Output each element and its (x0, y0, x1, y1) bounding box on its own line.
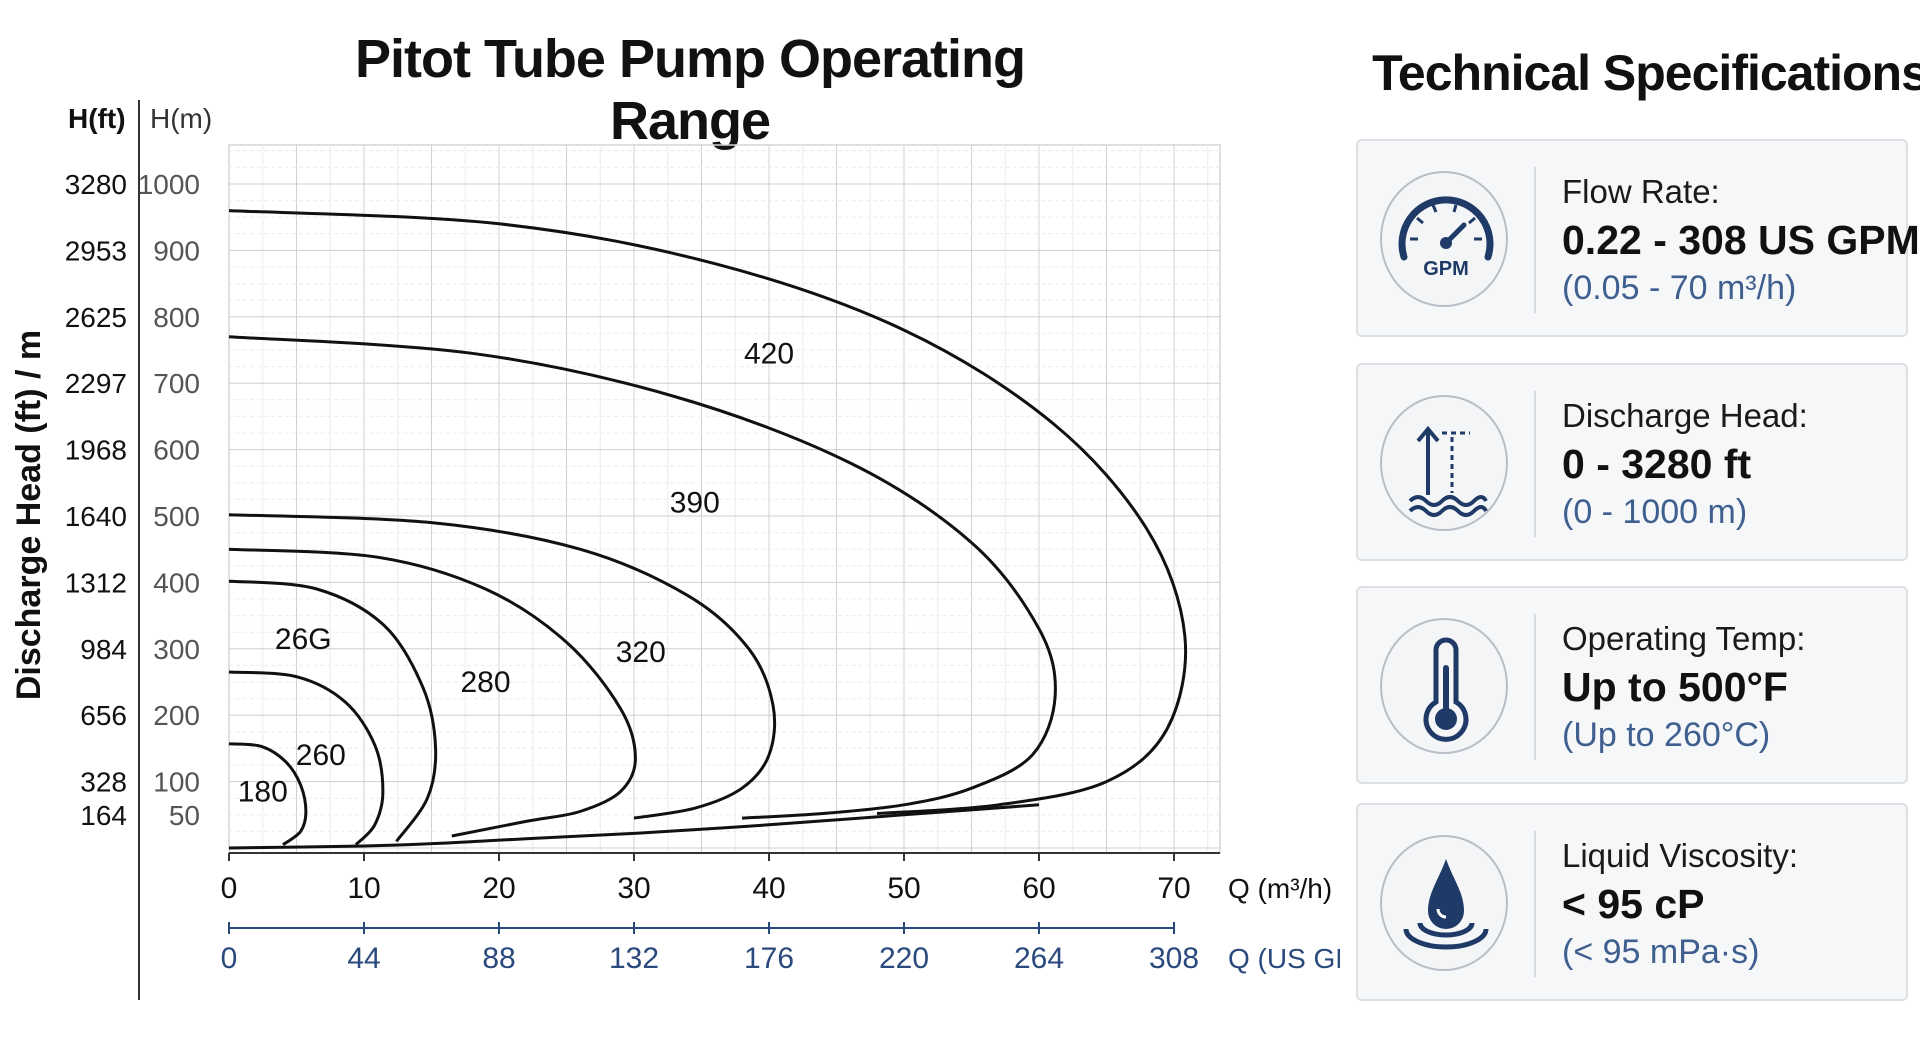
x-tick-label-gpm: 308 (1149, 942, 1199, 975)
chart-curves (228, 209, 1188, 850)
baseline-curve (228, 803, 1040, 850)
y-tick-label-m: 500 (153, 501, 200, 532)
x-tick-label-m3h: 20 (482, 872, 515, 905)
x-tick-label-m3h: 40 (752, 872, 785, 905)
x-tick-label-gpm: 88 (482, 942, 515, 975)
specs-title: Technical Specifications (1372, 45, 1920, 101)
spec-metric: (0.05 - 70 m³/h) (1562, 269, 1797, 307)
x-tick-label-gpm: 0 (221, 942, 238, 975)
curve-label-420: 420 (744, 337, 794, 370)
curve-180 (228, 742, 308, 846)
curve-label-280: 280 (460, 666, 510, 699)
spec-value: 0.22 - 308 US GPM (1562, 217, 1920, 263)
y-tick-label-m: 800 (153, 302, 200, 333)
spec-card-liquid-viscosity: Liquid Viscosity: < 95 cP (< 95 mPa·s) (1356, 803, 1908, 1001)
curve-26G (228, 579, 438, 843)
x-tick-label-gpm: 220 (879, 942, 929, 975)
curve-320 (228, 513, 777, 820)
x-tick-label-m3h: 30 (617, 872, 650, 905)
curve-420 (228, 209, 1188, 815)
x-tick-label-m3h: 50 (887, 872, 920, 905)
spec-label: Flow Rate: (1562, 173, 1720, 210)
card-divider (1534, 614, 1536, 760)
y-tick-label-ft: 984 (80, 634, 127, 665)
y-tick-label-m: 300 (153, 634, 200, 665)
y-tick-label-m: 50 (169, 800, 200, 831)
x-tick-label-m3h: 10 (347, 872, 380, 905)
y-axis-header-ft: H(ft) (68, 103, 126, 134)
spec-metric: (Up to 260°C) (1562, 716, 1771, 754)
y-tick-label-ft: 656 (80, 700, 127, 731)
droplet-icon (1380, 835, 1508, 971)
spec-card-discharge-head: Discharge Head: 0 - 3280 ft (0 - 1000 m) (1356, 363, 1908, 561)
spec-value: 0 - 3280 ft (1562, 441, 1752, 487)
chart-grid (228, 144, 1221, 854)
x-tick-label-gpm: 132 (609, 942, 659, 975)
x-tick-label-gpm: 264 (1014, 942, 1064, 975)
spec-value: < 95 cP (1562, 881, 1705, 927)
x-tick-label-gpm: 44 (347, 942, 380, 975)
y-tick-label-m: 900 (153, 235, 200, 266)
curve-label-390: 390 (670, 487, 720, 520)
y-tick-label-ft: 3280 (65, 169, 127, 200)
card-divider (1534, 831, 1536, 977)
water-level-icon (1380, 395, 1508, 531)
curve-390 (228, 335, 1057, 820)
spec-metric: (0 - 1000 m) (1562, 493, 1748, 531)
spec-label: Discharge Head: (1562, 397, 1808, 434)
y-tick-label-ft: 164 (80, 800, 127, 831)
y-tick-label-m: 1000 (138, 169, 200, 200)
x-axis-label-m3h: Q (m³/h) (1228, 873, 1332, 904)
y-tick-label-m: 600 (153, 435, 200, 466)
curve-label-320: 320 (616, 636, 666, 669)
y-tick-label-ft: 1968 (65, 435, 127, 466)
gauge-icon-text: GPM (1423, 258, 1469, 280)
x-tick-label-gpm: 176 (744, 942, 794, 975)
y-tick-label-ft: 328 (80, 767, 127, 798)
curve-label-260: 260 (296, 739, 346, 772)
x-tick-label-m3h: 0 (221, 872, 238, 905)
spec-metric: (< 95 mPa·s) (1562, 933, 1760, 971)
operating-range-chart: 1000328090029538002625700229760019685001… (10, 100, 1340, 1000)
chart-title: Pitot Tube Pump Operating Range (355, 29, 1026, 151)
curve-label-26G: 26G (275, 623, 332, 656)
y-tick-label-m: 700 (153, 368, 200, 399)
spec-label: Operating Temp: (1562, 620, 1806, 657)
y-tick-label-ft: 2953 (65, 235, 127, 266)
spec-card-flow-rate: GPM Flow Rate: 0.22 - 308 US GPM (0.05 -… (1356, 139, 1920, 337)
spec-label: Liquid Viscosity: (1562, 837, 1799, 874)
y-tick-label-ft: 2297 (65, 368, 127, 399)
spec-value: Up to 500°F (1562, 664, 1788, 710)
y-tick-label-ft: 1312 (65, 567, 127, 598)
y-tick-label-m: 200 (153, 700, 200, 731)
card-divider (1534, 391, 1536, 537)
curve-label-180: 180 (238, 776, 288, 809)
spec-card-operating-temp: Operating Temp: Up to 500°F (Up to 260°C… (1356, 586, 1908, 784)
y-tick-label-ft: 2625 (65, 302, 127, 333)
y-axis-title: Discharge Head (ft) / m (10, 330, 48, 700)
curve-260 (228, 670, 385, 846)
y-axis-header-m: H(m) (150, 103, 212, 134)
curve-280 (228, 547, 637, 838)
x-tick-label-m3h: 60 (1022, 872, 1055, 905)
x-tick-label-m3h: 70 (1157, 872, 1190, 905)
card-divider (1534, 167, 1536, 313)
y-tick-label-ft: 1640 (65, 501, 127, 532)
thermometer-icon (1380, 618, 1508, 754)
y-tick-label-m: 100 (153, 767, 200, 798)
chart-axes: 1000328090029538002625700229760019685001… (10, 100, 1340, 1000)
x-axis-label-gpm: Q (US GPM) (1228, 943, 1340, 974)
gauge-icon: GPM (1380, 171, 1508, 307)
y-tick-label-m: 400 (153, 567, 200, 598)
